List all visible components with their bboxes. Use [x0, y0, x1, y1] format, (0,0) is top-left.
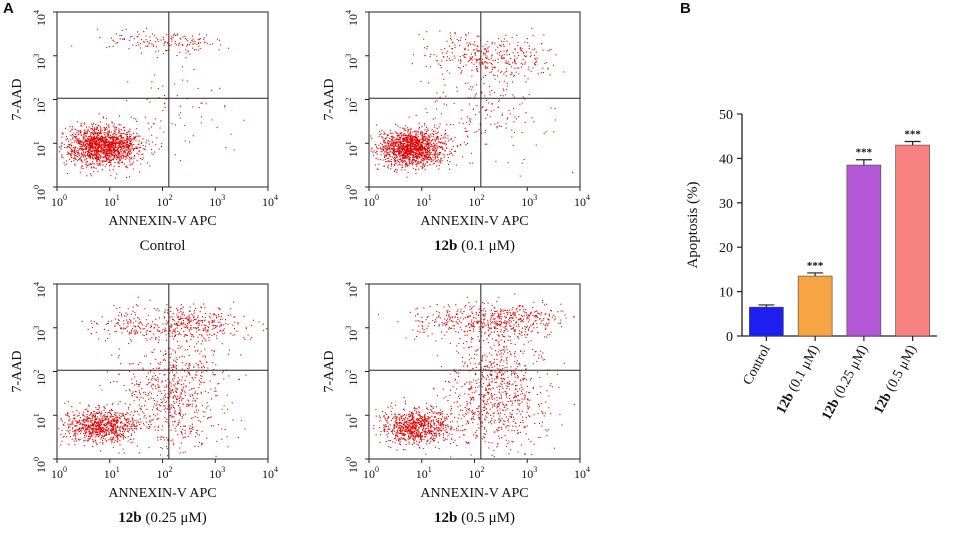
x-tick-label: 102 — [157, 193, 173, 209]
x-category-label: 12b (0.25 μM) — [819, 343, 871, 423]
x-tick-label: 103 — [521, 193, 537, 209]
y-tick-label: 100 — [32, 457, 48, 473]
flow-plot-2: 100 101 102 103 104 100 101 102 103 104 ANNEXIN-V … — [322, 10, 590, 254]
scatter-dots — [370, 27, 574, 178]
y-tick-label: 101 — [32, 413, 48, 429]
x-category-label: 12b (0.1 μM) — [774, 343, 823, 417]
y-tick-label: 100 — [344, 185, 360, 201]
y-tick-label: 100 — [32, 185, 48, 201]
concentration-text: (0.5 μM) — [882, 343, 921, 398]
x-tick-label: 104 — [574, 193, 590, 209]
x-tick-label: 103 — [209, 465, 225, 481]
x-tick-label: 103 — [209, 193, 225, 209]
y-tick-label: 101 — [344, 141, 360, 157]
y-tick-label: 103 — [32, 326, 48, 342]
significance-marker: *** — [904, 129, 921, 141]
y-tick-label: 102 — [32, 370, 48, 386]
y-tick-label: 50 — [719, 108, 733, 123]
y-axis-label: 7-AAD — [322, 79, 337, 121]
x-tick-label: 101 — [416, 465, 432, 481]
significance-marker: *** — [856, 147, 873, 159]
y-tick-label: 104 — [32, 282, 48, 298]
y-tick-label: 102 — [32, 98, 48, 114]
y-tick-label: 102 — [344, 98, 360, 114]
plot-frame — [368, 283, 581, 460]
x-tick-label: 102 — [157, 465, 173, 481]
condition-label: 12b (0.5 μM) — [434, 510, 515, 526]
compound-name: 12b — [434, 510, 457, 526]
bar-1 — [749, 306, 784, 337]
x-axis-label: ANNEXIN-V APC — [108, 214, 216, 229]
x-tick-label: 101 — [416, 193, 432, 209]
y-axis-label: 7-AAD — [10, 79, 25, 121]
condition-label: 12b (0.25 μM) — [118, 510, 206, 526]
flow-plot-4: 100 101 102 103 104 100 101 102 103 104 ANNEXIN-V … — [322, 282, 590, 526]
condition-label: Control — [140, 238, 186, 254]
bar-2 — [797, 275, 833, 337]
compound-name: 12b — [434, 238, 457, 254]
condition-label: 12b (0.1 μM) — [434, 238, 515, 254]
concentration-text: (0.25 μM) — [830, 343, 872, 404]
x-tick-label: 102 — [469, 465, 485, 481]
y-tick-label: 103 — [344, 326, 360, 342]
compound-name: 12b — [118, 510, 141, 526]
significance-marker: *** — [807, 260, 824, 272]
scatter-dots — [59, 27, 245, 179]
y-tick-label: 101 — [344, 413, 360, 429]
y-tick-label: 0 — [726, 330, 733, 345]
scatter-dots — [58, 296, 268, 457]
scatter-dots — [373, 293, 575, 458]
panel-b-label: B — [680, 0, 691, 17]
bar-4 — [895, 144, 930, 337]
concentration-text: (0.1 μM) — [457, 238, 515, 254]
x-axis-label: ANNEXIN-V APC — [420, 486, 528, 501]
x-tick-label: 101 — [104, 193, 120, 209]
x-tick-label: 104 — [574, 465, 590, 481]
plot-frame — [56, 11, 269, 188]
bar-3 — [846, 164, 882, 337]
flow-plot-1: 100 101 102 103 104 100 101 102 103 104 ANNEXIN-V … — [10, 10, 278, 254]
x-axis-label: ANNEXIN-V APC — [108, 486, 216, 501]
y-tick-label: 40 — [719, 152, 733, 167]
concentration-text: Control — [140, 238, 186, 254]
y-tick-label: 103 — [344, 54, 360, 70]
y-tick-label: 10 — [719, 286, 733, 301]
bar-chart: 0 10 20 30 40 50 Apoptosis (%) Control *** 12b (0… — [685, 108, 937, 423]
x-tick-label: 103 — [521, 465, 537, 481]
x-tick-label: 101 — [104, 465, 120, 481]
concentration-text: (0.25 μM) — [142, 510, 207, 526]
y-tick-label: 104 — [32, 10, 48, 26]
y-tick-label: 101 — [32, 141, 48, 157]
x-tick-label: 100 — [363, 465, 379, 481]
y-tick-label: 100 — [344, 457, 360, 473]
y-tick-label: 104 — [344, 282, 360, 298]
y-axis-title: Apoptosis (%) — [685, 181, 701, 268]
concentration-text: Control — [741, 343, 774, 388]
y-tick-label: 20 — [719, 241, 733, 256]
x-tick-label: 104 — [262, 465, 278, 481]
x-tick-label: 100 — [51, 193, 67, 209]
panel-a-label: A — [3, 0, 14, 17]
y-tick-label: 102 — [344, 370, 360, 386]
x-tick-label: 100 — [363, 193, 379, 209]
flow-plot-3: 100 101 102 103 104 100 101 102 103 104 ANNEXIN-V … — [10, 282, 278, 526]
y-tick-label: 104 — [344, 10, 360, 26]
x-tick-label: 104 — [262, 193, 278, 209]
concentration-text: (0.1 μM) — [784, 343, 823, 398]
y-tick-label: 103 — [32, 54, 48, 70]
x-tick-label: 102 — [469, 193, 485, 209]
y-tick-label: 30 — [719, 197, 733, 212]
x-tick-label: 100 — [51, 465, 67, 481]
x-category-label: Control — [741, 343, 774, 388]
x-category-label: 12b (0.5 μM) — [871, 343, 920, 417]
y-axis-label: 7-AAD — [10, 351, 25, 393]
y-axis-label: 7-AAD — [322, 351, 337, 393]
concentration-text: (0.5 μM) — [457, 510, 515, 526]
x-axis-label: ANNEXIN-V APC — [420, 214, 528, 229]
